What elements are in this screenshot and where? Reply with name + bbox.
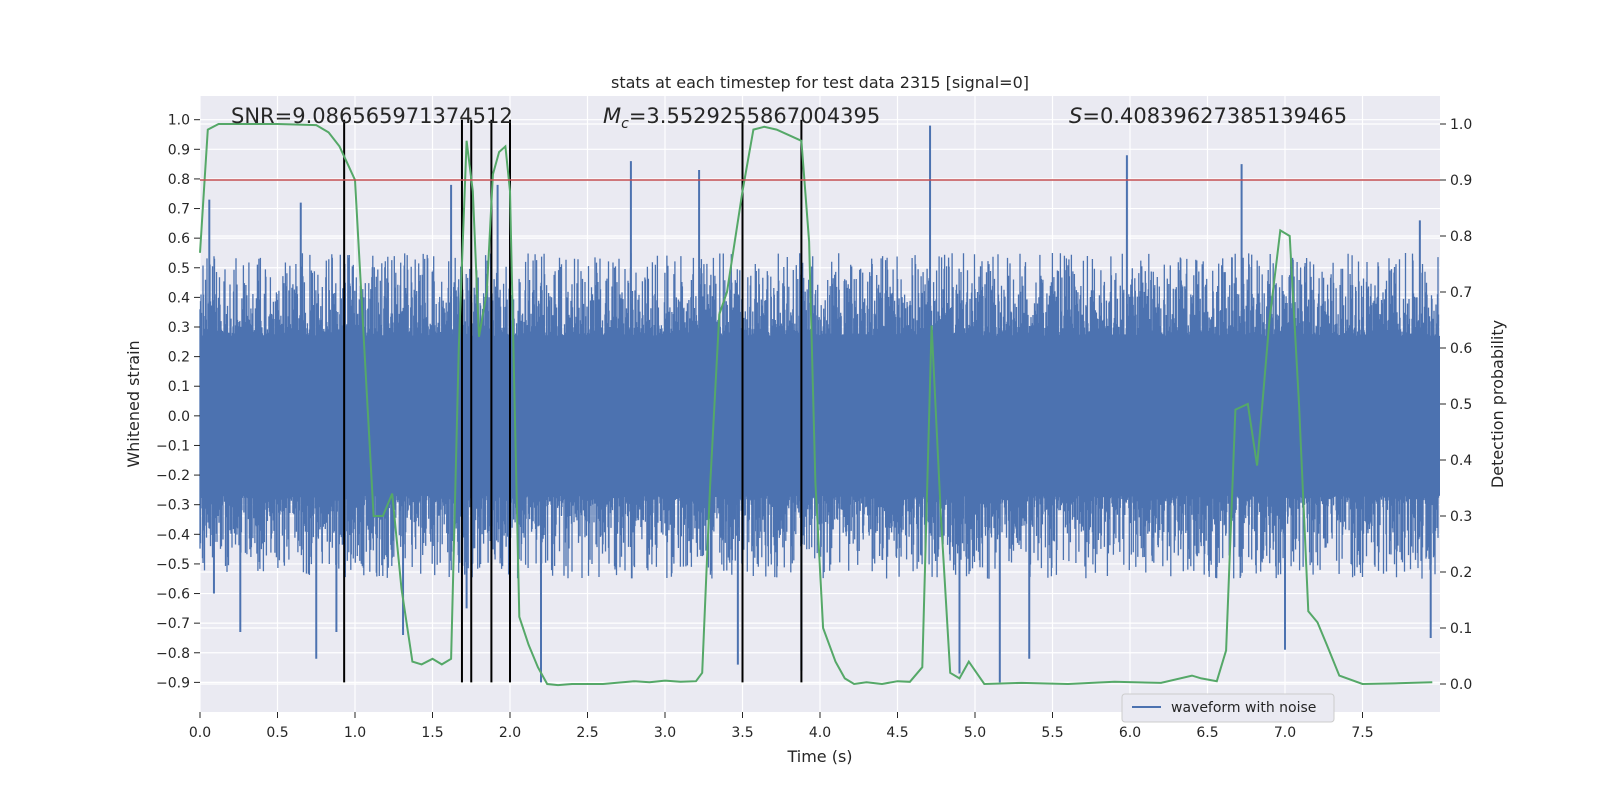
y2-axis-title: Detection probability [1488, 320, 1507, 488]
y-tick-label: 0.3 [168, 320, 190, 336]
x-tick-label: 0.0 [189, 725, 211, 741]
x-tick-label: 6.5 [1196, 725, 1218, 741]
x-tick-label: 4.0 [809, 725, 831, 741]
y2-tick-label: 0.1 [1450, 621, 1472, 637]
legend: waveform with noise [1121, 693, 1335, 723]
y-tick-label: −0.3 [156, 498, 190, 514]
x-tick-label: 3.5 [731, 725, 753, 741]
s-annotation: S=0.40839627385139465 [1069, 104, 1347, 128]
y-tick-label: 0.0 [168, 409, 190, 425]
y-tick-label: 0.8 [168, 172, 190, 188]
x-tick-label: 1.0 [344, 725, 366, 741]
y-tick-label: 0.7 [168, 202, 190, 218]
detection-probability-line [199, 123, 1433, 687]
x-axis-ticks: 0.0 0.5 1.0 1.5 2.0 2.5 3.0 3.5 4.0 4.5 5.0 5.5 6.0 6… [189, 712, 1374, 741]
x-tick-label: 2.5 [576, 725, 598, 741]
y-tick-label: 0.4 [168, 290, 190, 306]
snr-annotation: SNR=9.086565971374512 [231, 104, 513, 128]
y2-tick-label: 0.4 [1450, 453, 1472, 469]
legend-label: waveform with noise [1171, 700, 1316, 716]
probability-series [199, 123, 1433, 687]
x-tick-label: 4.5 [886, 725, 908, 741]
y-tick-label: −0.7 [156, 616, 190, 632]
y-axis-ticks: 1.0 0.9 0.8 0.7 0.6 0.5 0.4 0.3 0.2 0.1 0.0 −0.1 −0.… [156, 113, 200, 691]
y-tick-label: 0.9 [168, 142, 190, 158]
y2-tick-label: 0.2 [1450, 565, 1472, 581]
waveform-core [200, 335, 1440, 496]
y2-tick-label: 0.7 [1450, 285, 1472, 301]
x-tick-label: 6.0 [1119, 725, 1141, 741]
x-tick-label: 5.5 [1041, 725, 1063, 741]
y-tick-label: 0.5 [168, 261, 190, 277]
y2-tick-label: 0.3 [1450, 509, 1472, 525]
legend-box [1121, 693, 1335, 723]
s-symbol: S [1069, 104, 1082, 128]
y-tick-label: −0.5 [156, 557, 190, 573]
y-tick-label: 0.6 [168, 231, 190, 247]
y-tick-label: −0.6 [156, 587, 190, 603]
x-tick-label: 0.5 [266, 725, 288, 741]
x-tick-label: 7.0 [1274, 725, 1296, 741]
y-tick-label: −0.9 [156, 675, 190, 691]
y-tick-label: 1.0 [168, 113, 190, 129]
mc-value: =3.5529255867004395 [629, 104, 880, 128]
x-tick-label: 1.5 [421, 725, 443, 741]
y2-axis-ticks: 1.0 0.9 0.8 0.7 0.6 0.5 0.4 0.3 0.2 0.1 0.0 [1440, 117, 1472, 693]
y2-tick-label: 0.6 [1450, 341, 1472, 357]
y-axis-title: Whitened strain [124, 340, 143, 467]
x-tick-label: 2.0 [499, 725, 521, 741]
s-value: =0.40839627385139465 [1082, 104, 1347, 128]
mc-subscript: c [621, 116, 629, 132]
x-tick-label: 5.0 [964, 725, 986, 741]
x-tick-label: 3.0 [654, 725, 676, 741]
chart-title: stats at each timestep for test data 231… [611, 73, 1029, 92]
y2-tick-label: 0.0 [1450, 677, 1472, 693]
mc-symbol: M [603, 104, 621, 128]
mc-annotation: Mc=3.5529255867004395 [603, 104, 880, 132]
waveform-series [199, 125, 1440, 683]
y2-tick-label: 0.8 [1450, 229, 1472, 245]
y-tick-label: −0.2 [156, 468, 190, 484]
y2-tick-label: 1.0 [1450, 117, 1472, 133]
y-tick-label: 0.2 [168, 350, 190, 366]
y-tick-label: −0.8 [156, 646, 190, 662]
y2-tick-label: 0.9 [1450, 173, 1472, 189]
y-tick-label: −0.4 [156, 527, 190, 543]
x-axis-title: Time (s) [786, 747, 852, 766]
x-tick-label: 7.5 [1351, 725, 1373, 741]
y-tick-label: −0.1 [156, 438, 190, 454]
y2-tick-label: 0.5 [1450, 397, 1472, 413]
y-tick-label: 0.1 [168, 379, 190, 395]
